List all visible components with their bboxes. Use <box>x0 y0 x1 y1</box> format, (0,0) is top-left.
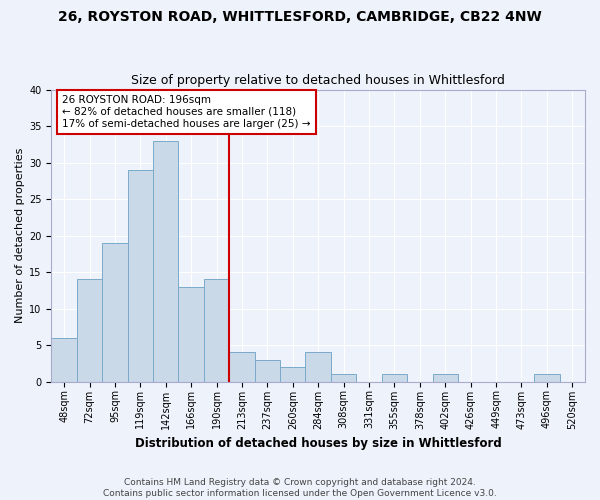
Bar <box>305 352 331 382</box>
Bar <box>254 360 280 382</box>
Text: Contains HM Land Registry data © Crown copyright and database right 2024.
Contai: Contains HM Land Registry data © Crown c… <box>103 478 497 498</box>
Title: Size of property relative to detached houses in Whittlesford: Size of property relative to detached ho… <box>131 74 505 87</box>
Text: 26 ROYSTON ROAD: 196sqm
← 82% of detached houses are smaller (118)
17% of semi-d: 26 ROYSTON ROAD: 196sqm ← 82% of detache… <box>62 96 311 128</box>
Bar <box>52 338 77 382</box>
Bar <box>229 352 254 382</box>
Bar <box>433 374 458 382</box>
Bar <box>153 140 178 382</box>
X-axis label: Distribution of detached houses by size in Whittlesford: Distribution of detached houses by size … <box>135 437 502 450</box>
Y-axis label: Number of detached properties: Number of detached properties <box>15 148 25 324</box>
Bar <box>382 374 407 382</box>
Bar <box>102 243 128 382</box>
Bar <box>280 367 305 382</box>
Bar <box>178 286 204 382</box>
Bar <box>331 374 356 382</box>
Bar <box>128 170 153 382</box>
Bar <box>204 280 229 382</box>
Bar <box>77 280 102 382</box>
Bar <box>534 374 560 382</box>
Text: 26, ROYSTON ROAD, WHITTLESFORD, CAMBRIDGE, CB22 4NW: 26, ROYSTON ROAD, WHITTLESFORD, CAMBRIDG… <box>58 10 542 24</box>
